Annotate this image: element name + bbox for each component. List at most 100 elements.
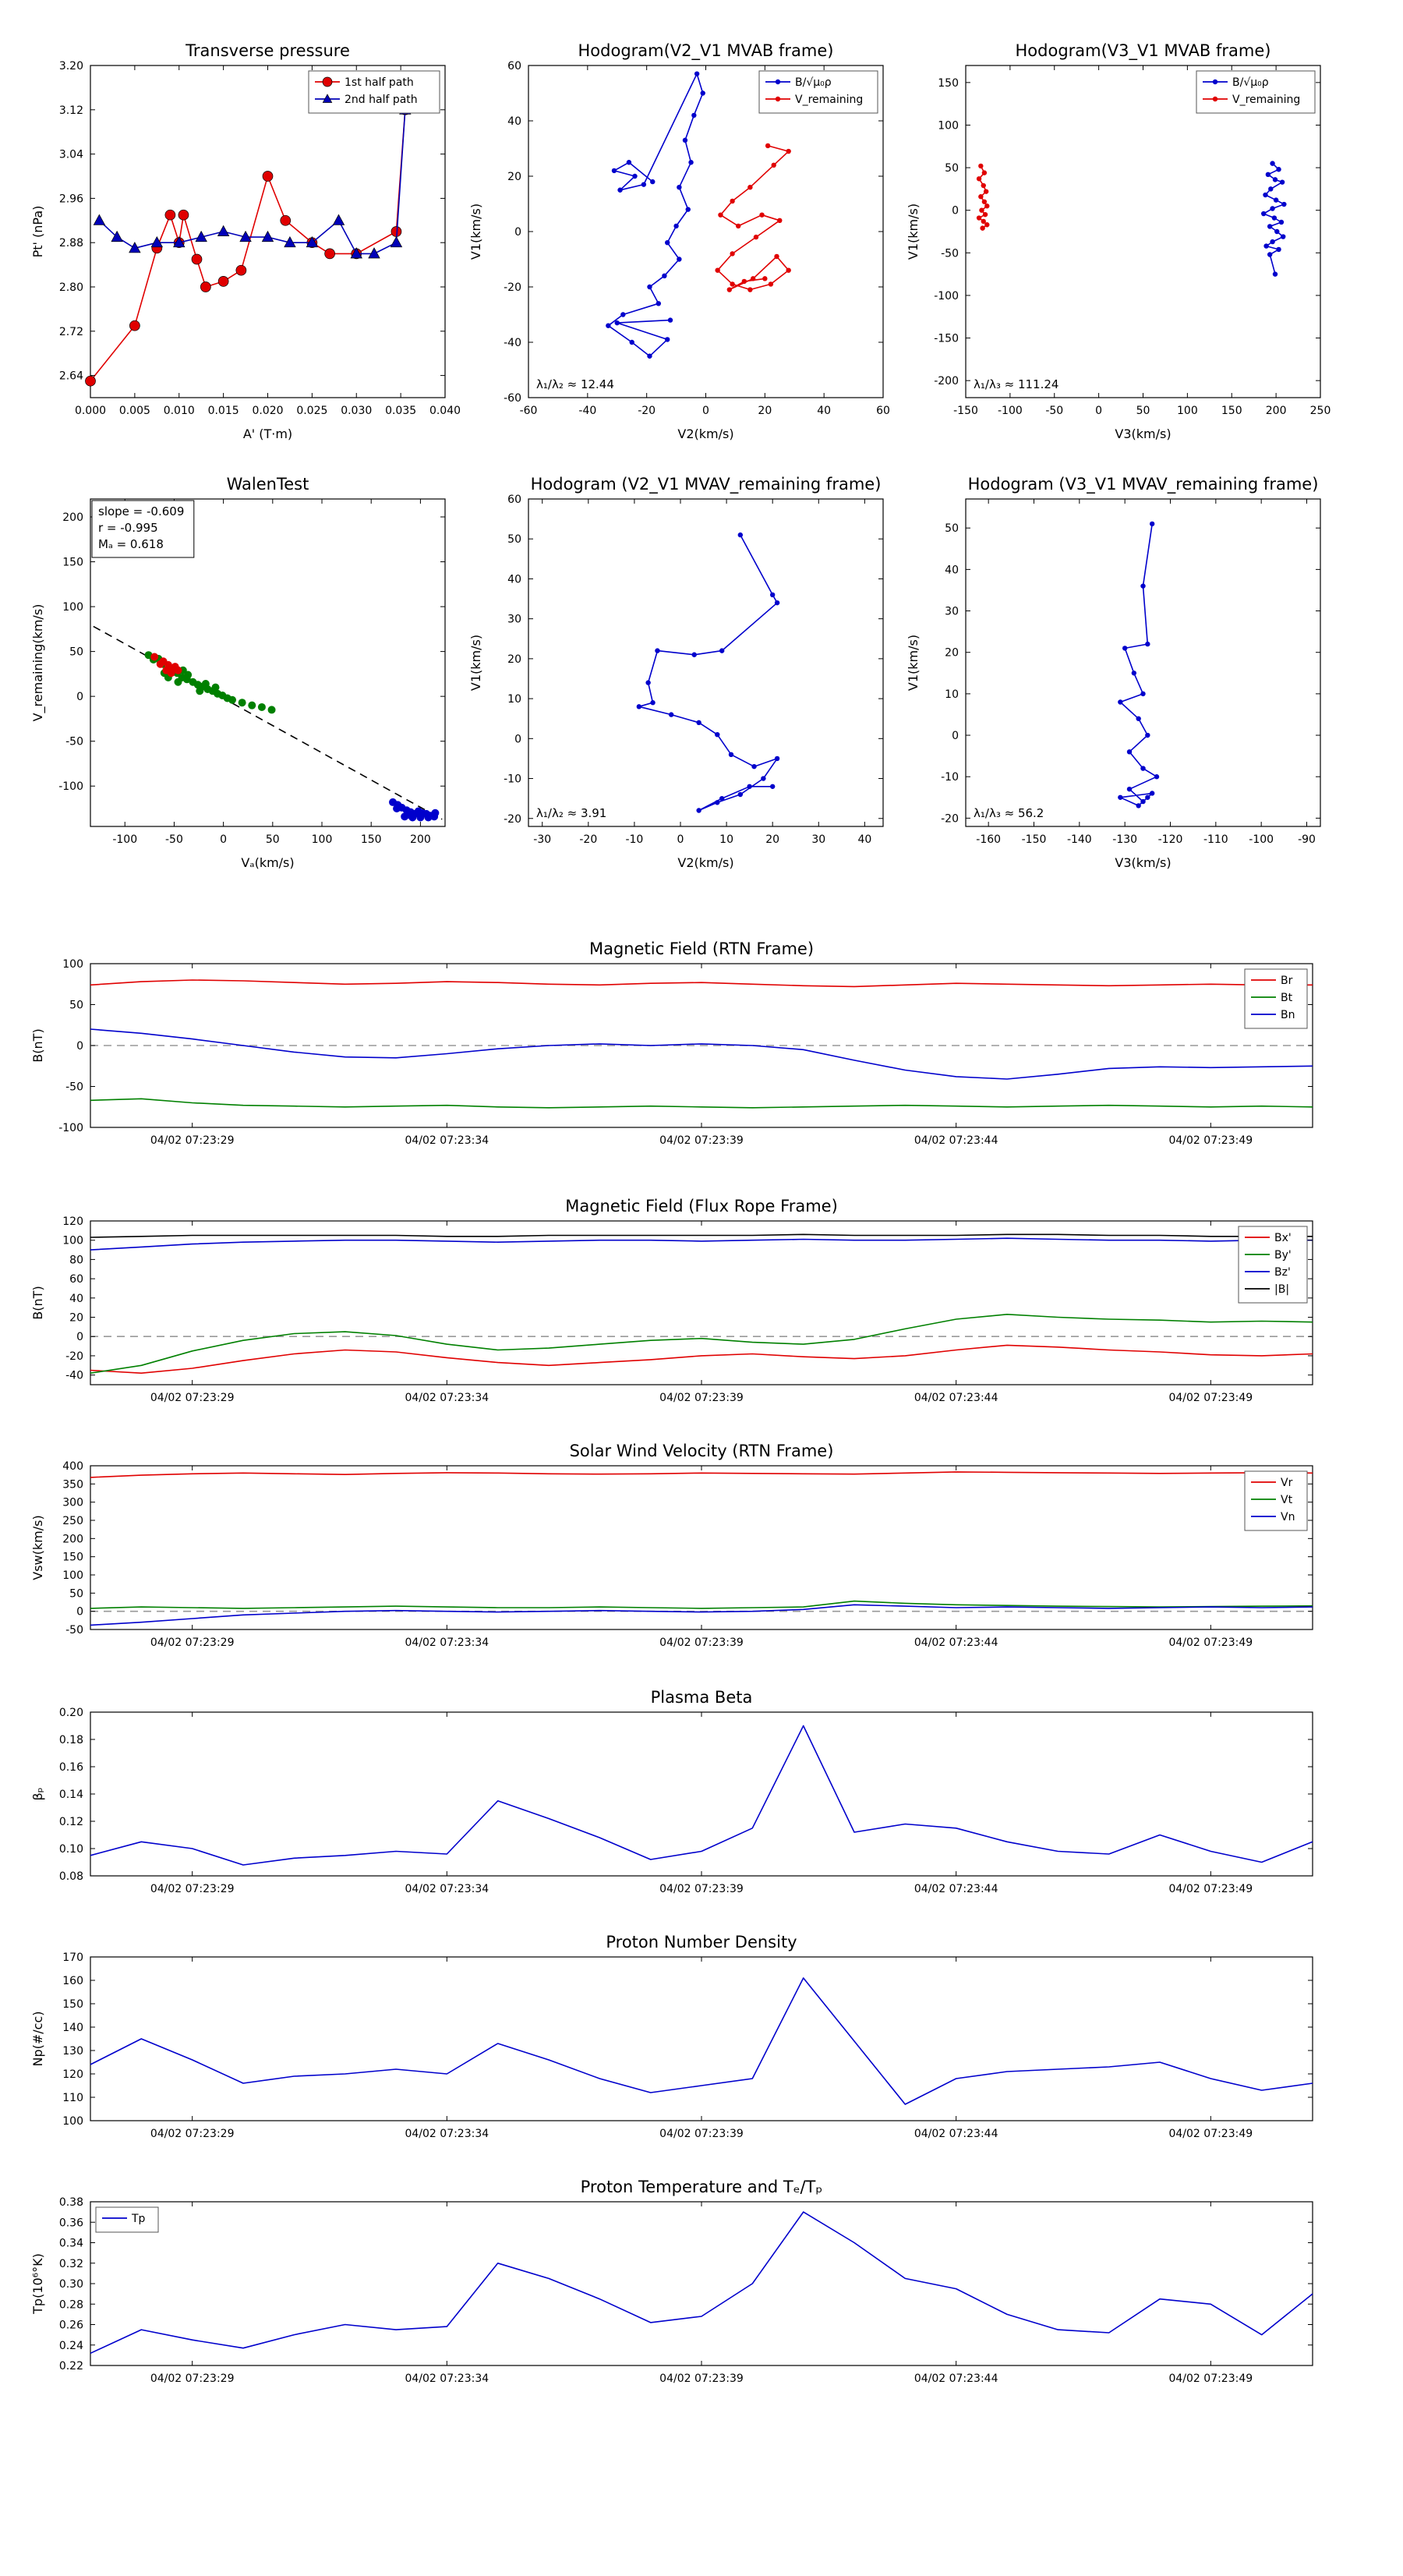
x-tick-label: 04/02 07:23:44 <box>914 1883 998 1895</box>
x-axis-label: V3(km/s) <box>1115 855 1171 870</box>
x-tick-label: -20 <box>579 833 597 846</box>
triangle-marker <box>306 235 319 248</box>
y-tick-label: 50 <box>945 522 959 535</box>
dot-marker <box>667 317 673 323</box>
annotation-text: r = -0.995 <box>98 521 158 535</box>
dot-marker <box>647 353 652 359</box>
y-tick-label: 250 <box>62 1515 83 1527</box>
y-tick-label: 110 <box>62 2092 83 2104</box>
panel-title: Hodogram(V3_V1 MVAB frame) <box>1016 41 1271 61</box>
x-tick-label: 04/02 07:23:39 <box>659 2128 744 2140</box>
x-tick-label: 04/02 07:23:34 <box>405 1134 489 1147</box>
y-tick-label: -20 <box>941 812 959 825</box>
x-tick-label: 04/02 07:23:29 <box>150 1392 235 1404</box>
plot-area <box>90 1465 1313 1630</box>
y-tick-label: 50 <box>507 533 521 546</box>
panel-title: Magnetic Field (Flux Rope Frame) <box>565 1197 838 1215</box>
legend-box <box>1244 968 1308 1029</box>
dot-marker <box>1272 177 1278 182</box>
dot-marker <box>981 170 988 175</box>
circle-marker <box>324 248 335 260</box>
dot-marker <box>726 287 733 292</box>
panel-title: Plasma Beta <box>651 1688 753 1707</box>
y-tick-label: 0.22 <box>59 2360 83 2373</box>
dot-marker <box>1126 749 1133 755</box>
x-tick-label: 0.000 <box>75 405 106 417</box>
y-axis-label: Np(#/cc) <box>30 2012 45 2067</box>
y-tick-label: 60 <box>507 494 521 506</box>
dot-marker <box>682 137 688 143</box>
y-tick-label: -10 <box>941 771 959 784</box>
panel-title: Hodogram(V2_V1 MVAB frame) <box>578 41 834 61</box>
dot-marker <box>150 653 159 661</box>
dot-marker <box>775 96 781 102</box>
plot-area <box>965 498 1321 827</box>
legend: Tp <box>95 2206 159 2233</box>
y-tick-label: 200 <box>62 1533 83 1545</box>
y-tick-label: -40 <box>65 1370 83 1382</box>
triangle-marker <box>239 230 252 242</box>
legend-label: B/√μ₀ρ <box>795 76 832 89</box>
dot-marker <box>1265 172 1271 178</box>
dot-marker <box>984 222 990 228</box>
dot-marker <box>673 223 679 229</box>
dot-marker <box>196 687 204 695</box>
y-tick-label: 0 <box>76 691 83 703</box>
x-tick-label: 50 <box>1136 405 1150 417</box>
x-tick-label: 04/02 07:23:49 <box>1168 1392 1253 1404</box>
series-V-path <box>638 534 778 812</box>
y-tick-label: 40 <box>507 115 521 128</box>
dot-marker <box>405 811 413 819</box>
dot-marker <box>696 808 702 813</box>
dot-marker <box>645 680 651 685</box>
y-tick-label: 30 <box>507 614 521 626</box>
y-tick-label: 150 <box>938 77 959 90</box>
dot-marker <box>248 701 256 709</box>
dot-marker <box>730 198 735 204</box>
x-tick-label: 200 <box>410 833 431 846</box>
dot-marker <box>1281 201 1287 207</box>
legend-label: Tp <box>131 2213 146 2225</box>
x-tick-label: 20 <box>765 833 779 846</box>
dot-marker <box>751 763 757 770</box>
dot-marker <box>677 185 682 190</box>
x-tick-label: 04/02 07:23:34 <box>405 2373 489 2385</box>
legend-label: V_remaining <box>795 94 863 106</box>
y-tick-label: 20 <box>69 1312 83 1325</box>
x-tick-label: -10 <box>625 833 643 846</box>
x-tick-label: 200 <box>1266 405 1287 417</box>
x-tick-label: -120 <box>1158 833 1183 846</box>
x-tick-label: 04/02 07:23:29 <box>150 2373 235 2385</box>
triangle-marker <box>332 214 345 225</box>
legend-label: Br <box>1281 975 1293 987</box>
dot-marker <box>753 234 759 240</box>
dot-marker <box>668 712 674 717</box>
y-tick-label: -20 <box>504 281 521 294</box>
dot-marker <box>1154 774 1160 780</box>
dot-marker <box>771 162 776 168</box>
plot-area <box>528 498 884 827</box>
x-tick-label: 0 <box>220 833 227 846</box>
x-tick-label: 40 <box>857 833 871 846</box>
x-tick-label: 04/02 07:23:49 <box>1168 1637 1253 1649</box>
y-tick-label: 2.96 <box>59 193 83 205</box>
y-tick-label: 0.12 <box>59 1816 83 1828</box>
circle-marker <box>235 264 247 276</box>
dot-marker <box>1263 243 1269 249</box>
dot-marker <box>626 160 632 165</box>
y-tick-label: 80 <box>69 1254 83 1266</box>
x-tick-label: 100 <box>1177 405 1198 417</box>
dot-marker <box>1212 79 1218 85</box>
dot-marker <box>650 179 656 185</box>
legend-box <box>1238 1226 1308 1304</box>
y-tick-label: 10 <box>507 693 521 706</box>
x-axis-label: A' (T·m) <box>243 426 292 441</box>
x-axis-label: V2(km/s) <box>677 426 733 441</box>
x-tick-label: -60 <box>520 405 538 417</box>
y-tick-label: 3.12 <box>59 104 83 117</box>
dot-marker <box>976 215 982 221</box>
dot-marker <box>730 251 735 257</box>
x-tick-label: 0 <box>1095 405 1102 417</box>
y-tick-label: 0.34 <box>59 2238 83 2250</box>
legend: 1st half path 2nd half path <box>308 70 440 114</box>
